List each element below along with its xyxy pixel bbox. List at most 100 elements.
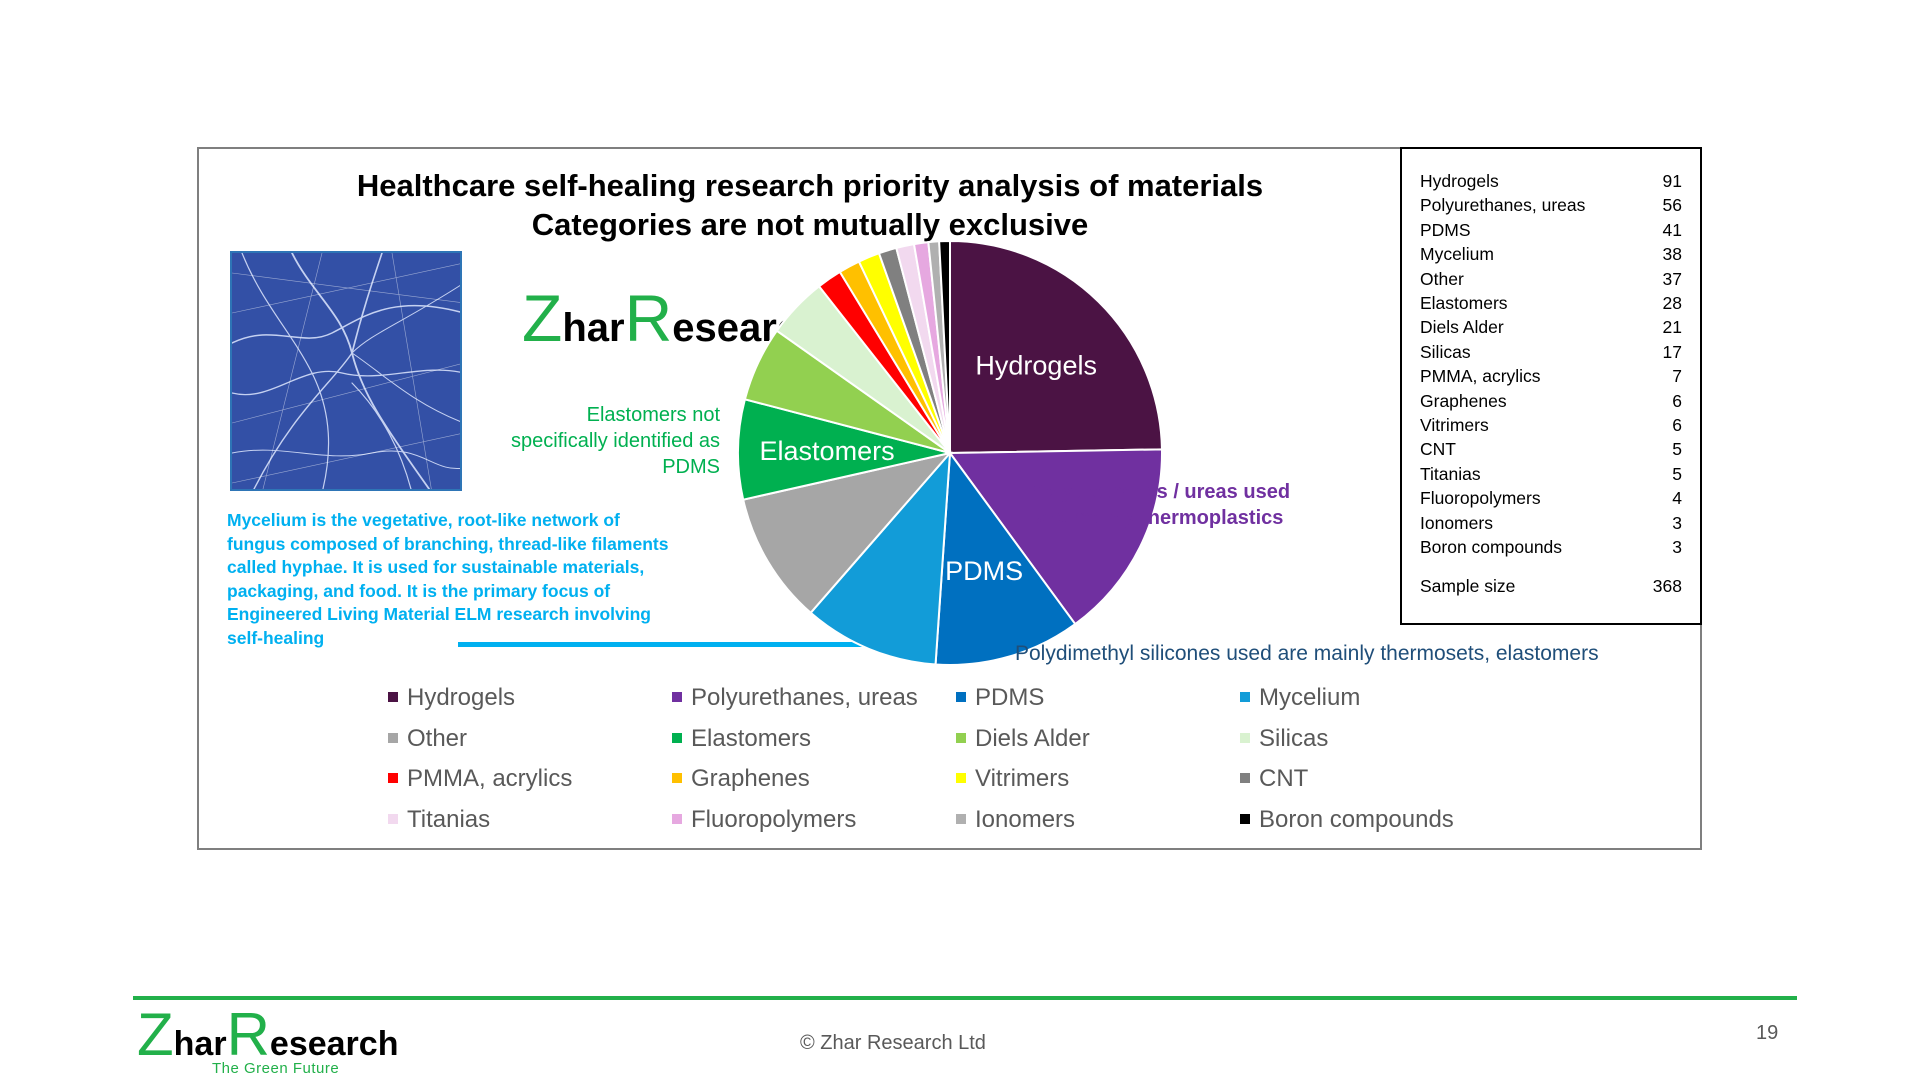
chart-subtitle: Categories are not mutually exclusive — [531, 207, 1089, 242]
table-cell-label: Fluoropolymers — [1420, 488, 1541, 509]
table-row: PDMS 41 — [1420, 218, 1682, 242]
table-cell-value: 7 — [1672, 366, 1682, 387]
logo-z: Z — [522, 281, 563, 355]
table-row-sample-size: Sample size 368 — [1420, 574, 1682, 598]
polyurethanes-annotation-line2: are mainly thermoplastics — [1036, 507, 1284, 529]
table-cell-value: 41 — [1662, 219, 1682, 240]
table-cell-label: Titanias — [1420, 463, 1481, 484]
legend-item: Boron compounds — [1240, 805, 1454, 835]
page-number: 19 — [1756, 1022, 1779, 1044]
legend-swatch — [672, 773, 682, 783]
table-row: Ionomers 3 — [1420, 511, 1682, 535]
legend-swatch — [1240, 732, 1250, 743]
polyurethanes-annotation-line1: Polyurethanes / ureas used — [1029, 481, 1291, 503]
table-cell-label: PDMS — [1420, 219, 1471, 240]
table-cell-label: Silicas — [1420, 341, 1471, 362]
table-row: CNT 5 — [1420, 437, 1682, 461]
data-table: Hydrogels 91 Polyurethanes, ureas 56 PDMS 41 M… — [1400, 147, 1702, 625]
legend-label: Polyurethanes, ureas — [691, 684, 918, 711]
table-cell-label: PMMA, acrylics — [1420, 366, 1541, 387]
legend-swatch — [956, 813, 966, 824]
table-row: Other 37 — [1420, 267, 1682, 291]
table-cell-value: 17 — [1662, 341, 1682, 362]
legend-swatch — [388, 773, 398, 783]
table-row: Silicas 17 — [1420, 340, 1682, 364]
legend-swatch — [388, 813, 398, 824]
table-cell-value: 21 — [1662, 317, 1682, 338]
legend-swatch — [956, 773, 966, 783]
elastomers-annotation: Elastomers not specifically identified a… — [511, 404, 720, 478]
legend-swatch — [1240, 773, 1250, 783]
polyurethanes-annotation: Polyurethanes / ureas used are mainly th… — [1000, 479, 1320, 531]
table-cell-label: Diels Alder — [1420, 317, 1504, 338]
legend-swatch — [672, 813, 682, 824]
legend-item: Vitrimers — [956, 764, 1069, 794]
legend-item: Titanias — [388, 805, 490, 835]
legend-item: Diels Alder — [956, 724, 1090, 754]
pie-slice-polyurethanes-ureas — [948, 448, 1163, 626]
table-row: Polyurethanes, ureas 56 — [1420, 193, 1682, 217]
table-cell-label: CNT — [1420, 439, 1456, 460]
table-row: Vitrimers 6 — [1420, 413, 1682, 437]
table-row: Fluoropolymers 4 — [1420, 486, 1682, 510]
legend-label: Fluoropolymers — [691, 805, 857, 833]
legend-label: CNT — [1259, 765, 1309, 792]
table-cell-value: 38 — [1662, 244, 1682, 265]
pie-slice-pdms — [934, 450, 1077, 666]
table-cell-value: 28 — [1662, 293, 1682, 313]
table-cell-label: Graphenes — [1420, 390, 1507, 411]
table-cell-label: Polyurethanes, ureas — [1420, 195, 1586, 216]
logo-r: R — [226, 1001, 270, 1068]
table-cell-value: 3 — [1672, 537, 1682, 557]
table-cell-value: 4 — [1672, 488, 1682, 509]
logo-r: R — [624, 281, 673, 355]
table-cell-value: 6 — [1672, 390, 1682, 411]
legend-item: Polyurethanes, ureas — [672, 683, 918, 713]
legend-label: Silicas — [1259, 724, 1329, 752]
footer-divider — [133, 996, 1797, 1000]
legend-swatch — [1240, 813, 1250, 824]
zhar-logo-chart: ZharResearch — [522, 280, 823, 356]
table-cell-value: 3 — [1672, 512, 1682, 533]
pie-slice-elastomers — [737, 398, 951, 501]
legend-label: PDMS — [975, 684, 1045, 711]
zhar-logo-footer: ZharResearch — [137, 1000, 398, 1069]
legend-item: Elastomers — [672, 724, 811, 754]
legend-item: Graphenes — [672, 764, 810, 794]
legend-item: Ionomers — [956, 805, 1075, 835]
table-row: Diels Alder 21 — [1420, 315, 1682, 339]
footer-tagline: The Green Future — [212, 1060, 340, 1077]
chart-legend: Hydrogels Polyurethanes, ureas PDMS Myceliu… — [388, 683, 1528, 843]
table-cell-value: 5 — [1672, 463, 1682, 484]
table-row: Elastomers 28 — [1420, 291, 1682, 315]
legend-item: PDMS — [956, 683, 1044, 713]
table-cell-value: 6 — [1672, 415, 1682, 435]
legend-label: Other — [407, 724, 468, 752]
chart-title: Healthcare self-healing research priorit… — [356, 168, 1264, 203]
legend-label: Graphenes — [691, 765, 810, 792]
table-row: Graphenes 6 — [1420, 389, 1682, 413]
legend-swatch — [956, 692, 966, 702]
legend-swatch — [388, 692, 398, 702]
table-cell-label: Other — [1420, 268, 1464, 289]
pie-slice-mycelium — [809, 450, 952, 666]
legend-label: Titanias — [407, 805, 491, 833]
logo-esearch: esearch — [269, 1025, 399, 1063]
legend-label: Diels Alder — [975, 724, 1090, 752]
table-cell-label: Mycelium — [1420, 244, 1494, 265]
legend-label: Hydrogels — [407, 684, 516, 711]
legend-label: Ionomers — [975, 805, 1076, 833]
legend-label: Boron compounds — [1259, 805, 1454, 833]
legend-swatch — [1240, 692, 1250, 702]
table-cell-value: 91 — [1662, 171, 1682, 191]
table-row: Mycelium 38 — [1420, 242, 1682, 266]
legend-label: Vitrimers — [975, 765, 1070, 792]
legend-label: Elastomers — [691, 724, 812, 752]
table-cell-label: Elastomers — [1420, 293, 1508, 313]
pie-slice-boron-compounds — [938, 239, 951, 454]
table-cell-label: Ionomers — [1420, 512, 1493, 533]
pdms-annotation: Polydimethyl silicones used are mainly t… — [1015, 642, 1599, 665]
legend-label: Mycelium — [1259, 684, 1361, 711]
legend-item: Fluoropolymers — [672, 805, 856, 835]
table-row: PMMA, acrylics 7 — [1420, 364, 1682, 388]
